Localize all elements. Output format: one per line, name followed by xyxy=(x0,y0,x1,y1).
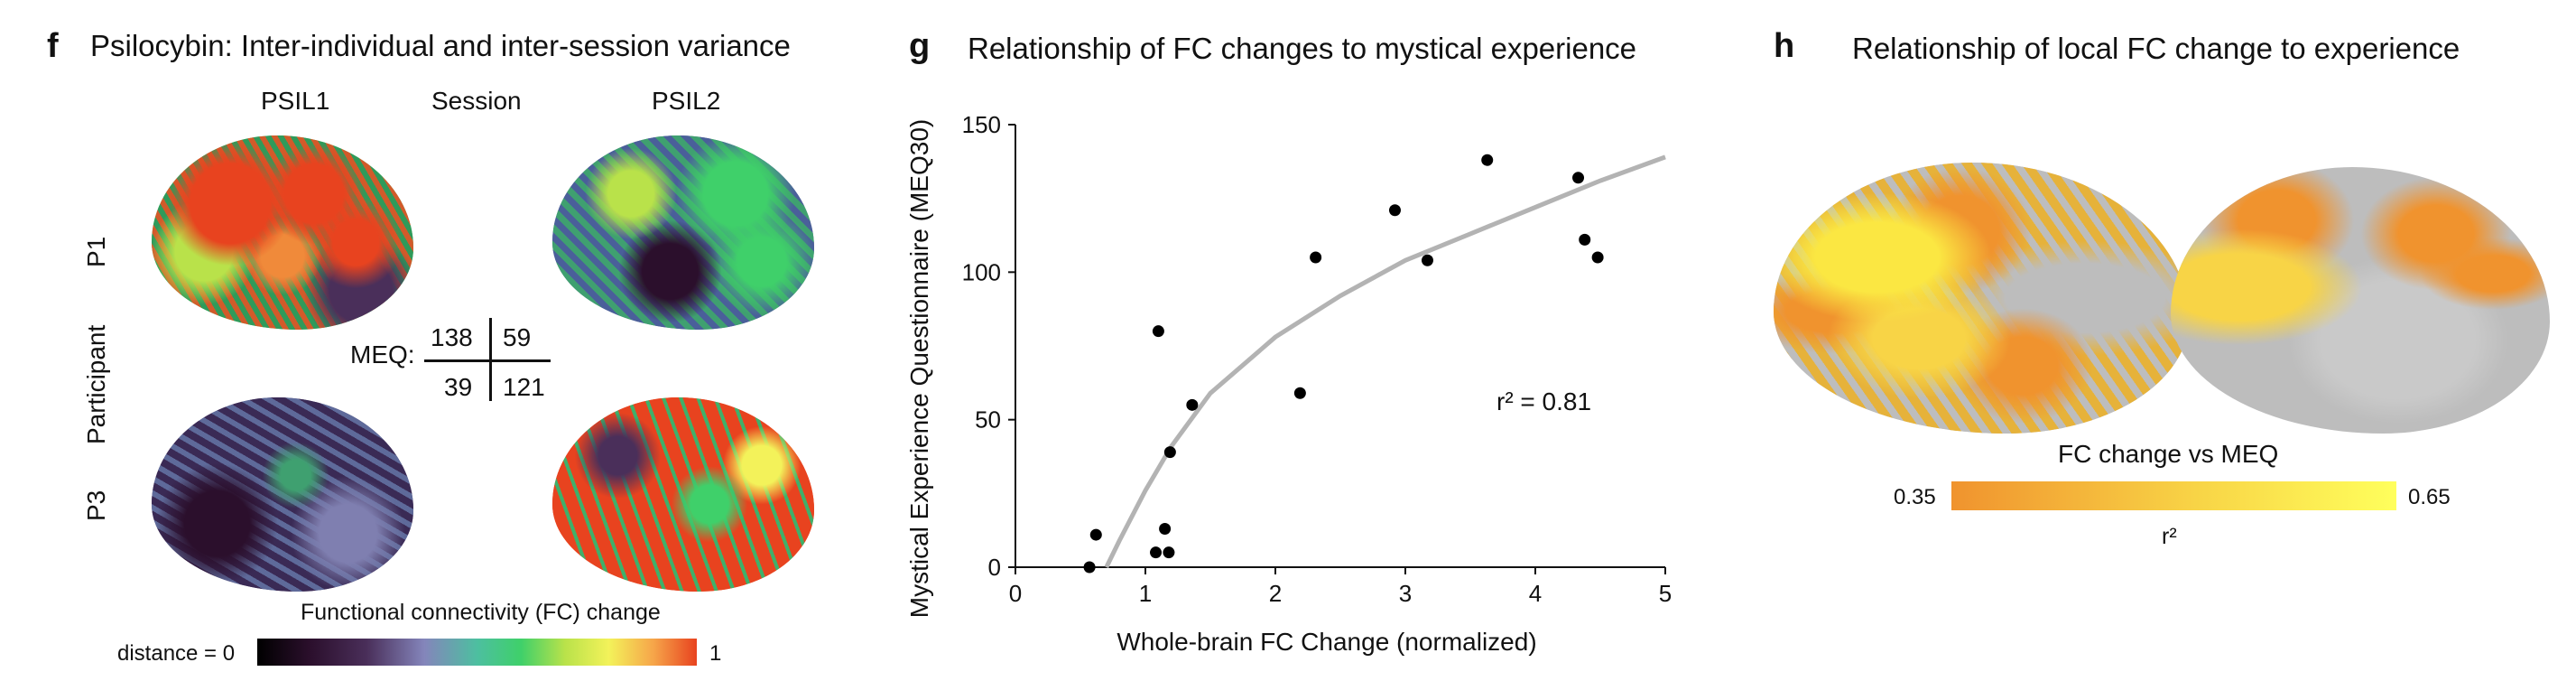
y-tick-label: 150 xyxy=(962,111,1001,138)
brain-medial-correlation-map xyxy=(2171,167,2550,434)
meq-value-p3-psil1: 39 xyxy=(444,373,473,401)
y-tick-label: 0 xyxy=(988,554,1001,581)
y-tick-label: 50 xyxy=(975,406,1001,434)
data-point xyxy=(1481,154,1494,166)
data-point xyxy=(1310,251,1322,264)
column-label-psil1: PSIL1 xyxy=(261,87,330,115)
x-tick-label: 3 xyxy=(1399,580,1412,607)
x-tick-label: 2 xyxy=(1269,580,1282,607)
fc-colorbar-title: Functional connectivity (FC) change xyxy=(301,600,661,625)
meq-divider-horizontal xyxy=(424,359,551,362)
column-label-psil2: PSIL2 xyxy=(652,87,721,115)
x-tick-label: 1 xyxy=(1139,580,1152,607)
fc-colorbar xyxy=(257,639,697,666)
fc-colorbar-max-label: 1 xyxy=(709,641,722,666)
r-squared-annotation: r² = 0.81 xyxy=(1496,387,1591,415)
data-point xyxy=(1163,546,1175,559)
y-axis-label: Mystical Experience Questionnaire (MEQ30… xyxy=(905,119,933,618)
panel-h-title: Relationship of local FC change to exper… xyxy=(1852,32,2460,65)
meq-colorbar-min-label: 0.35 xyxy=(1894,485,1936,509)
data-point xyxy=(1186,398,1199,411)
fit-curve xyxy=(1104,154,1666,569)
data-point xyxy=(1591,251,1604,264)
meq-value-p1-psil1: 138 xyxy=(431,323,473,351)
data-point xyxy=(1089,528,1102,541)
brain-lateral-correlation-map xyxy=(1774,163,2189,434)
panel-letter-g: g xyxy=(909,27,931,65)
panel-f-title: Psilocybin: Inter-individual and inter-s… xyxy=(90,29,791,62)
meq-value-p3-psil2: 121 xyxy=(503,373,545,401)
data-point xyxy=(1572,172,1585,184)
x-tick-label: 0 xyxy=(1009,580,1022,607)
meq-value-p1-psil2: 59 xyxy=(503,323,532,351)
data-point xyxy=(1083,561,1096,574)
panel-letter-h: h xyxy=(1774,27,1795,65)
x-axis-label: Whole-brain FC Change (normalized) xyxy=(1117,628,1536,656)
brain-p1-psil1 xyxy=(152,135,413,330)
y-tick-label: 100 xyxy=(962,258,1001,285)
x-tick-label: 4 xyxy=(1529,580,1542,607)
meq-label: MEQ: xyxy=(350,340,415,368)
brain-p3-psil2 xyxy=(552,397,814,592)
row-label-participant: Participant xyxy=(82,324,110,444)
data-point xyxy=(1579,233,1591,246)
data-point xyxy=(1421,254,1433,266)
brain-p1-psil2 xyxy=(552,135,814,330)
meq-colorbar-unit: r² xyxy=(2162,524,2177,549)
fc-colorbar-min-label: distance = 0 xyxy=(117,641,236,666)
meq-colorbar xyxy=(1951,481,2396,510)
brain-p3-psil1 xyxy=(152,397,413,592)
data-point xyxy=(1388,204,1401,217)
column-label-session: Session xyxy=(431,87,522,115)
row-label-p3: P3 xyxy=(82,490,110,521)
data-point xyxy=(1152,325,1164,338)
row-label-p1: P1 xyxy=(82,236,110,267)
data-point xyxy=(1163,446,1176,459)
panel-letter-f: f xyxy=(47,27,59,65)
data-point xyxy=(1293,387,1306,399)
meq-colorbar-title: FC change vs MEQ xyxy=(2058,440,2279,468)
data-point xyxy=(1159,523,1172,536)
x-tick-label: 5 xyxy=(1659,580,1672,607)
data-point xyxy=(1150,546,1163,559)
panel-g-title: Relationship of FC changes to mystical e… xyxy=(968,32,1637,65)
meq-colorbar-max-label: 0.65 xyxy=(2408,485,2451,509)
